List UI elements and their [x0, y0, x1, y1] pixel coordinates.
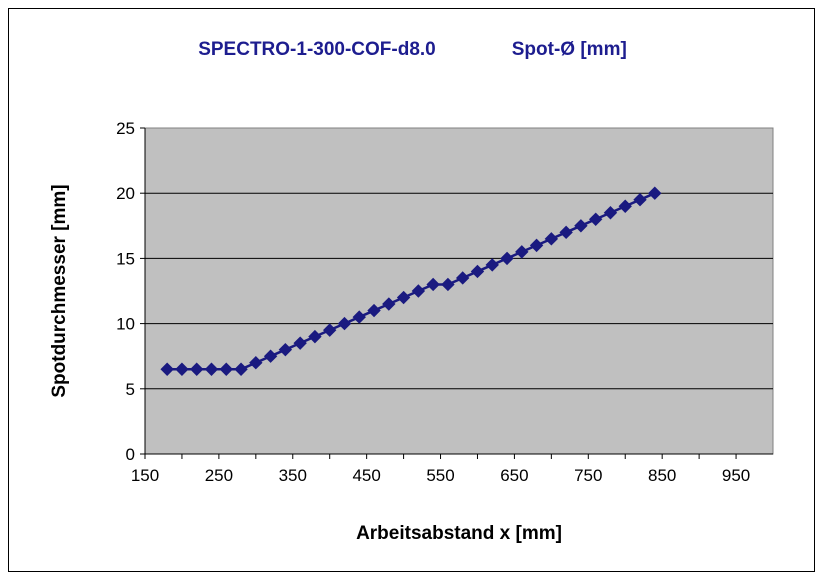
chart-subtitle: Spot-Ø [mm]	[511, 39, 627, 60]
data-point-marker	[396, 290, 411, 305]
y-tick-label: 15	[116, 249, 135, 268]
data-point-marker	[529, 238, 544, 253]
x-tick-label: 850	[648, 466, 676, 485]
data-point-marker	[441, 277, 455, 292]
x-tick-label: 950	[722, 466, 750, 485]
chart-frame: SPECTRO-1-300-COF-d8.0 Spot-Ø [mm] 0 5 10 15…	[8, 8, 815, 572]
data-point-marker	[455, 271, 470, 285]
chart-title-row: SPECTRO-1-300-COF-d8.0 Spot-Ø [mm]	[9, 39, 816, 61]
data-point-marker	[219, 362, 233, 376]
data-point-marker	[204, 362, 219, 376]
data-point-marker	[190, 362, 204, 376]
data-point-marker	[648, 186, 662, 200]
data-point-marker	[352, 310, 366, 324]
x-tick-label: 350	[279, 466, 307, 485]
data-point-marker	[500, 251, 514, 266]
y-tick-label: 20	[116, 184, 135, 203]
data-point-marker	[411, 284, 426, 298]
data-point-marker	[603, 206, 618, 220]
data-point-marker	[574, 219, 588, 233]
x-tick-label: 750	[574, 466, 602, 485]
grid-layer	[145, 192, 773, 390]
x-tick-label: 550	[426, 466, 454, 485]
data-point-marker	[559, 225, 573, 240]
axis-layer: 0 5 10 15 20 25 150 250 350 450 550 650 750 850 950	[116, 119, 773, 485]
y-tick-label: 10	[116, 315, 135, 334]
y-axis-title: Spotdurchmesser [mm]	[49, 184, 70, 397]
data-point-marker	[278, 342, 293, 357]
data-point-marker	[618, 199, 632, 213]
data-point-marker	[515, 245, 529, 259]
x-axis-title: Arbeitsabstand x [mm]	[356, 523, 562, 544]
chart-svg: 0 5 10 15 20 25 150 250 350 450 550 650 750 850 950 Ar…	[49, 119, 774, 544]
series-line	[167, 192, 656, 371]
data-point-marker	[160, 362, 174, 376]
x-tick-label: 250	[205, 466, 233, 485]
plot-area	[144, 127, 774, 455]
data-point-marker	[249, 356, 263, 370]
data-point-marker	[308, 329, 322, 344]
data-point-marker	[293, 336, 307, 350]
data-point-marker	[544, 232, 559, 246]
y-tick-label: 5	[126, 380, 135, 399]
data-point-marker	[367, 303, 381, 318]
y-tick-label: 25	[116, 119, 135, 138]
data-point-marker	[470, 264, 485, 279]
data-point-marker	[588, 212, 603, 226]
data-point-marker	[633, 193, 647, 207]
data-point-marker	[426, 277, 440, 292]
data-point-marker	[263, 349, 278, 363]
data-point-marker	[485, 258, 499, 272]
x-tick-label: 650	[500, 466, 528, 485]
y-tick-label: 0	[126, 445, 135, 464]
data-point-marker	[337, 316, 352, 331]
x-tick-label: 150	[131, 466, 159, 485]
data-point-marker	[234, 362, 248, 376]
x-tick-label: 450	[352, 466, 380, 485]
data-point-marker	[322, 323, 337, 337]
data-point-marker	[175, 362, 189, 376]
data-point-marker	[382, 297, 396, 311]
series-layer	[160, 186, 662, 376]
chart-title: SPECTRO-1-300-COF-d8.0	[198, 39, 436, 60]
